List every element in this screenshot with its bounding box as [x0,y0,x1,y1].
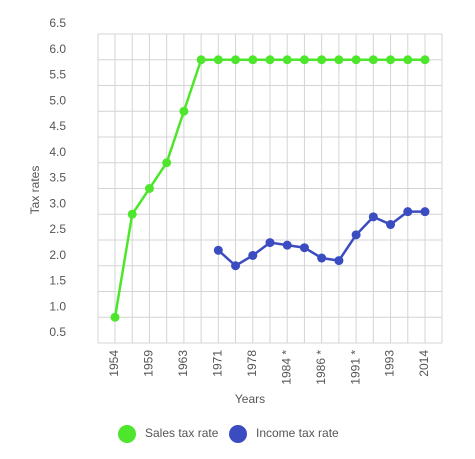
point [317,253,327,263]
point [403,207,413,217]
x-tick-label: 1986 * [314,350,328,385]
point [265,238,275,248]
y-tick-label: 1.5 [49,274,66,288]
y-tick-label: 3.0 [49,196,66,210]
point [248,250,258,260]
y-tick-label: 6.0 [49,42,66,56]
x-tick-label: 1971 [211,350,225,377]
y-tick-label: 4.0 [49,145,66,159]
y-tick-label: 3.5 [49,171,66,185]
point [127,209,137,219]
point [282,55,292,65]
point [420,55,430,65]
point [334,55,344,65]
point [282,240,292,250]
point [386,55,396,65]
y-tick-label: 1.0 [49,299,66,313]
y-tick-label: 4.5 [49,119,66,133]
point [231,261,241,271]
y-tick-label: 0.5 [49,325,66,339]
point [420,207,430,217]
x-tick-label: 1954 [107,350,121,377]
point [213,55,223,65]
x-tick-label: 2014 [417,350,431,377]
x-axis-title: Years [235,392,265,406]
point [162,158,172,168]
y-tick-label: 2.5 [49,222,66,236]
point [386,220,396,230]
y-tick-label: 6.5 [49,16,66,30]
point [265,55,275,65]
point [351,55,361,65]
y-tick-label: 2.0 [49,248,66,262]
point [196,55,206,65]
point [110,312,120,322]
point [248,55,258,65]
y-tick-label: 5.5 [49,68,66,82]
point [213,245,223,255]
point [368,212,378,222]
x-tick-label: 1978 [245,350,259,377]
x-tick-label: 1963 [176,350,190,377]
x-tick-label: 1993 [383,350,397,377]
point [403,55,413,65]
point [368,55,378,65]
point [299,55,309,65]
point [317,55,327,65]
legend-label: Sales tax rate [145,426,219,440]
point [231,55,241,65]
x-tick-label: 1959 [142,350,156,377]
point [334,256,344,266]
legend-label: Income tax rate [256,426,339,440]
legend-marker [118,425,136,443]
y-axis-title: Tax rates [28,166,42,215]
point [351,230,361,240]
point [144,184,154,193]
y-tick-label: 5.0 [49,93,66,107]
legend-marker [229,425,247,443]
x-tick-label: 1984 * [279,350,293,385]
point [299,243,309,253]
x-tick-label: 1991 * [348,350,362,385]
point [179,106,189,116]
